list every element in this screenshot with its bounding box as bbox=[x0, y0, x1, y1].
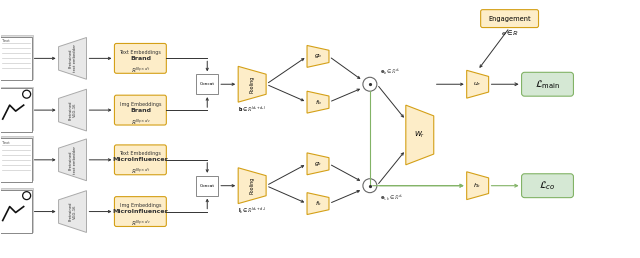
Text: Pretrained
text embedder: Pretrained text embedder bbox=[68, 44, 77, 72]
Circle shape bbox=[22, 90, 31, 98]
Polygon shape bbox=[238, 66, 266, 102]
Polygon shape bbox=[59, 89, 86, 131]
Text: $u_e$: $u_e$ bbox=[474, 80, 482, 88]
Text: $e \in \mathbb{R}$: $e \in \mathbb{R}$ bbox=[500, 28, 518, 37]
Text: Brand: Brand bbox=[130, 56, 151, 61]
Text: Pooling: Pooling bbox=[250, 177, 255, 194]
Text: Text Embeddings: Text Embeddings bbox=[120, 50, 161, 55]
Bar bbox=[1, 35, 33, 79]
Text: Img Embeddings: Img Embeddings bbox=[120, 102, 161, 107]
Text: $\mathbb{R}^{N_p \times d_v}$: $\mathbb{R}^{N_p \times d_v}$ bbox=[131, 219, 150, 228]
Text: Engagement: Engagement bbox=[488, 15, 531, 22]
Bar bbox=[0, 138, 31, 182]
Polygon shape bbox=[59, 139, 86, 181]
Text: $\mathbf{e}_b \in \mathbb{R}^{d_t}$: $\mathbf{e}_b \in \mathbb{R}^{d_t}$ bbox=[380, 67, 401, 77]
Polygon shape bbox=[59, 37, 86, 79]
Text: $\bullet$: $\bullet$ bbox=[366, 180, 374, 190]
Text: $f_k$: $f_k$ bbox=[315, 199, 321, 208]
Text: Img Embeddings: Img Embeddings bbox=[120, 203, 161, 208]
FancyBboxPatch shape bbox=[481, 10, 538, 28]
Text: Text: Text bbox=[2, 39, 10, 44]
Circle shape bbox=[363, 77, 377, 91]
Text: $\mathbb{R}^{N_p \times d_t}$: $\mathbb{R}^{N_p \times d_t}$ bbox=[131, 167, 150, 176]
Polygon shape bbox=[307, 91, 329, 113]
FancyBboxPatch shape bbox=[115, 145, 166, 175]
Text: $\mathcal{L}_{co}$: $\mathcal{L}_{co}$ bbox=[540, 179, 556, 192]
Bar bbox=[1, 188, 33, 232]
Text: Concat: Concat bbox=[200, 82, 215, 86]
Polygon shape bbox=[59, 191, 86, 232]
Polygon shape bbox=[467, 70, 488, 98]
Text: Concat: Concat bbox=[200, 184, 215, 188]
Text: Pretrained
VGG-16: Pretrained VGG-16 bbox=[68, 202, 77, 221]
Text: Text: Text bbox=[2, 141, 10, 145]
Bar bbox=[0, 36, 31, 80]
Text: MicroInfluencer: MicroInfluencer bbox=[113, 209, 168, 214]
Polygon shape bbox=[406, 105, 434, 165]
Text: $\mathbf{b} \in \mathbb{R}^{(d_t+d_v)}$: $\mathbf{b} \in \mathbb{R}^{(d_t+d_v)}$ bbox=[238, 104, 266, 114]
Text: $g_k$: $g_k$ bbox=[314, 160, 323, 168]
Bar bbox=[0, 190, 31, 233]
Bar bbox=[196, 176, 218, 196]
Text: Brand: Brand bbox=[130, 108, 151, 112]
Text: $h_k$: $h_k$ bbox=[474, 181, 482, 190]
Text: Pretrained
VGG-16: Pretrained VGG-16 bbox=[68, 100, 77, 120]
FancyBboxPatch shape bbox=[522, 174, 573, 198]
FancyBboxPatch shape bbox=[115, 95, 166, 125]
Text: Pretrained
text embedder: Pretrained text embedder bbox=[68, 146, 77, 174]
Polygon shape bbox=[467, 172, 488, 200]
Text: $\mathbb{R}^{N_p \times d_t}$: $\mathbb{R}^{N_p \times d_t}$ bbox=[131, 66, 150, 75]
Text: $\mathcal{L}_{\mathrm{main}}$: $\mathcal{L}_{\mathrm{main}}$ bbox=[535, 78, 560, 91]
Polygon shape bbox=[307, 45, 329, 67]
Text: $\mathbf{e}_{l,k} \in \mathbb{R}^{d_t}$: $\mathbf{e}_{l,k} \in \mathbb{R}^{d_t}$ bbox=[380, 193, 403, 202]
Text: $\mathbf{l}_k \in \mathbb{R}^{(d_t+d_v)}$: $\mathbf{l}_k \in \mathbb{R}^{(d_t+d_v)}… bbox=[238, 205, 266, 216]
Text: $\bullet$: $\bullet$ bbox=[366, 79, 374, 89]
Circle shape bbox=[363, 179, 377, 193]
Polygon shape bbox=[307, 153, 329, 175]
Circle shape bbox=[22, 192, 31, 200]
Text: Text Embeddings: Text Embeddings bbox=[120, 151, 161, 156]
FancyBboxPatch shape bbox=[522, 72, 573, 96]
Bar bbox=[0, 88, 31, 132]
Bar bbox=[196, 74, 218, 94]
Text: $W_r$: $W_r$ bbox=[414, 130, 426, 140]
Text: Pooling: Pooling bbox=[250, 76, 255, 93]
Polygon shape bbox=[238, 168, 266, 204]
Bar bbox=[1, 87, 33, 131]
FancyBboxPatch shape bbox=[115, 43, 166, 73]
Text: $f_b$: $f_b$ bbox=[315, 98, 321, 107]
Polygon shape bbox=[307, 193, 329, 215]
Bar bbox=[1, 136, 33, 180]
Text: $g_b$: $g_b$ bbox=[314, 52, 323, 60]
Text: MicroInfluencer: MicroInfluencer bbox=[113, 157, 168, 162]
Text: $\mathbb{R}^{N_p \times d_v}$: $\mathbb{R}^{N_p \times d_v}$ bbox=[131, 117, 150, 127]
FancyBboxPatch shape bbox=[115, 197, 166, 227]
